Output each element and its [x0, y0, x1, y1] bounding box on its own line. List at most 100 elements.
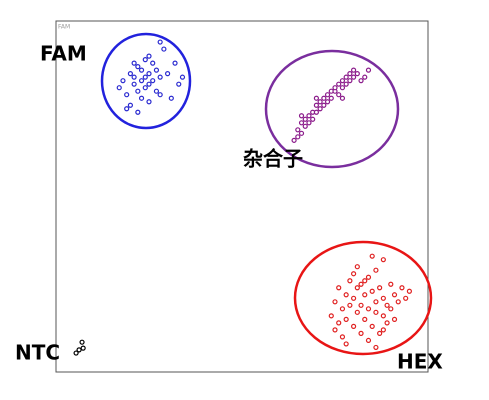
point [351, 67, 357, 73]
point [317, 106, 323, 112]
point [365, 306, 372, 312]
cluster-label: 杂合子 [243, 147, 303, 171]
point [135, 88, 141, 94]
point [354, 264, 360, 270]
point [339, 306, 346, 312]
point [135, 64, 141, 70]
point [313, 95, 319, 101]
point [351, 271, 357, 277]
point [73, 350, 79, 356]
point [146, 99, 152, 105]
point [168, 95, 174, 101]
point [391, 292, 398, 298]
point [380, 295, 386, 301]
point [172, 60, 178, 66]
point [358, 302, 364, 308]
point [179, 74, 186, 80]
point [365, 274, 372, 280]
point [332, 299, 338, 305]
point [384, 320, 390, 326]
point [321, 102, 327, 108]
point [295, 134, 301, 140]
point [362, 74, 368, 80]
point [161, 46, 167, 52]
point [339, 78, 346, 84]
point [347, 302, 353, 308]
point [138, 78, 145, 84]
point [369, 253, 375, 259]
point [291, 137, 297, 143]
point [142, 85, 148, 91]
point [298, 113, 305, 119]
point [373, 267, 379, 273]
point [313, 109, 319, 115]
point [351, 74, 357, 80]
point [362, 316, 368, 322]
point [328, 313, 334, 319]
point [343, 74, 349, 80]
point [373, 344, 379, 351]
point [157, 39, 163, 45]
point [336, 81, 342, 87]
point [343, 81, 349, 87]
point [336, 285, 342, 291]
point [165, 71, 171, 77]
point [302, 116, 308, 122]
point [336, 92, 342, 98]
point [317, 99, 323, 105]
point [354, 71, 360, 77]
point [351, 323, 357, 329]
point [302, 123, 308, 129]
point [332, 85, 338, 91]
point [391, 316, 398, 322]
point [138, 95, 145, 101]
point [120, 78, 126, 84]
cluster-ellipse [100, 32, 192, 130]
point [369, 288, 375, 294]
point [80, 345, 86, 351]
point [124, 92, 130, 98]
point [176, 81, 182, 87]
point [124, 106, 130, 112]
point [351, 295, 357, 301]
point [388, 306, 394, 312]
point [365, 337, 372, 344]
point [339, 334, 346, 340]
point [399, 285, 405, 291]
point [298, 120, 305, 126]
point [362, 278, 368, 284]
cluster-label: NTC [15, 341, 60, 365]
point [358, 281, 364, 287]
cluster-ellipse [264, 49, 400, 169]
cluster-label: HEX [397, 350, 443, 374]
point [380, 313, 386, 319]
point [395, 299, 401, 305]
point [146, 71, 152, 77]
point [388, 281, 394, 287]
point [380, 327, 386, 333]
point [336, 320, 342, 326]
point [131, 60, 137, 66]
point [127, 102, 133, 108]
point [306, 120, 312, 126]
point [135, 109, 141, 115]
point [324, 99, 331, 105]
point [339, 85, 346, 91]
point [347, 71, 353, 77]
point [343, 292, 349, 298]
point [116, 85, 122, 91]
point [365, 67, 372, 73]
point [321, 95, 327, 101]
point [406, 288, 412, 294]
point [332, 327, 338, 333]
point [373, 309, 379, 315]
point [310, 116, 316, 122]
point [354, 309, 360, 315]
point [157, 74, 163, 80]
point [354, 285, 360, 291]
point [150, 60, 156, 66]
point [150, 78, 156, 84]
point [153, 88, 160, 94]
point [324, 92, 331, 98]
point [131, 81, 137, 87]
